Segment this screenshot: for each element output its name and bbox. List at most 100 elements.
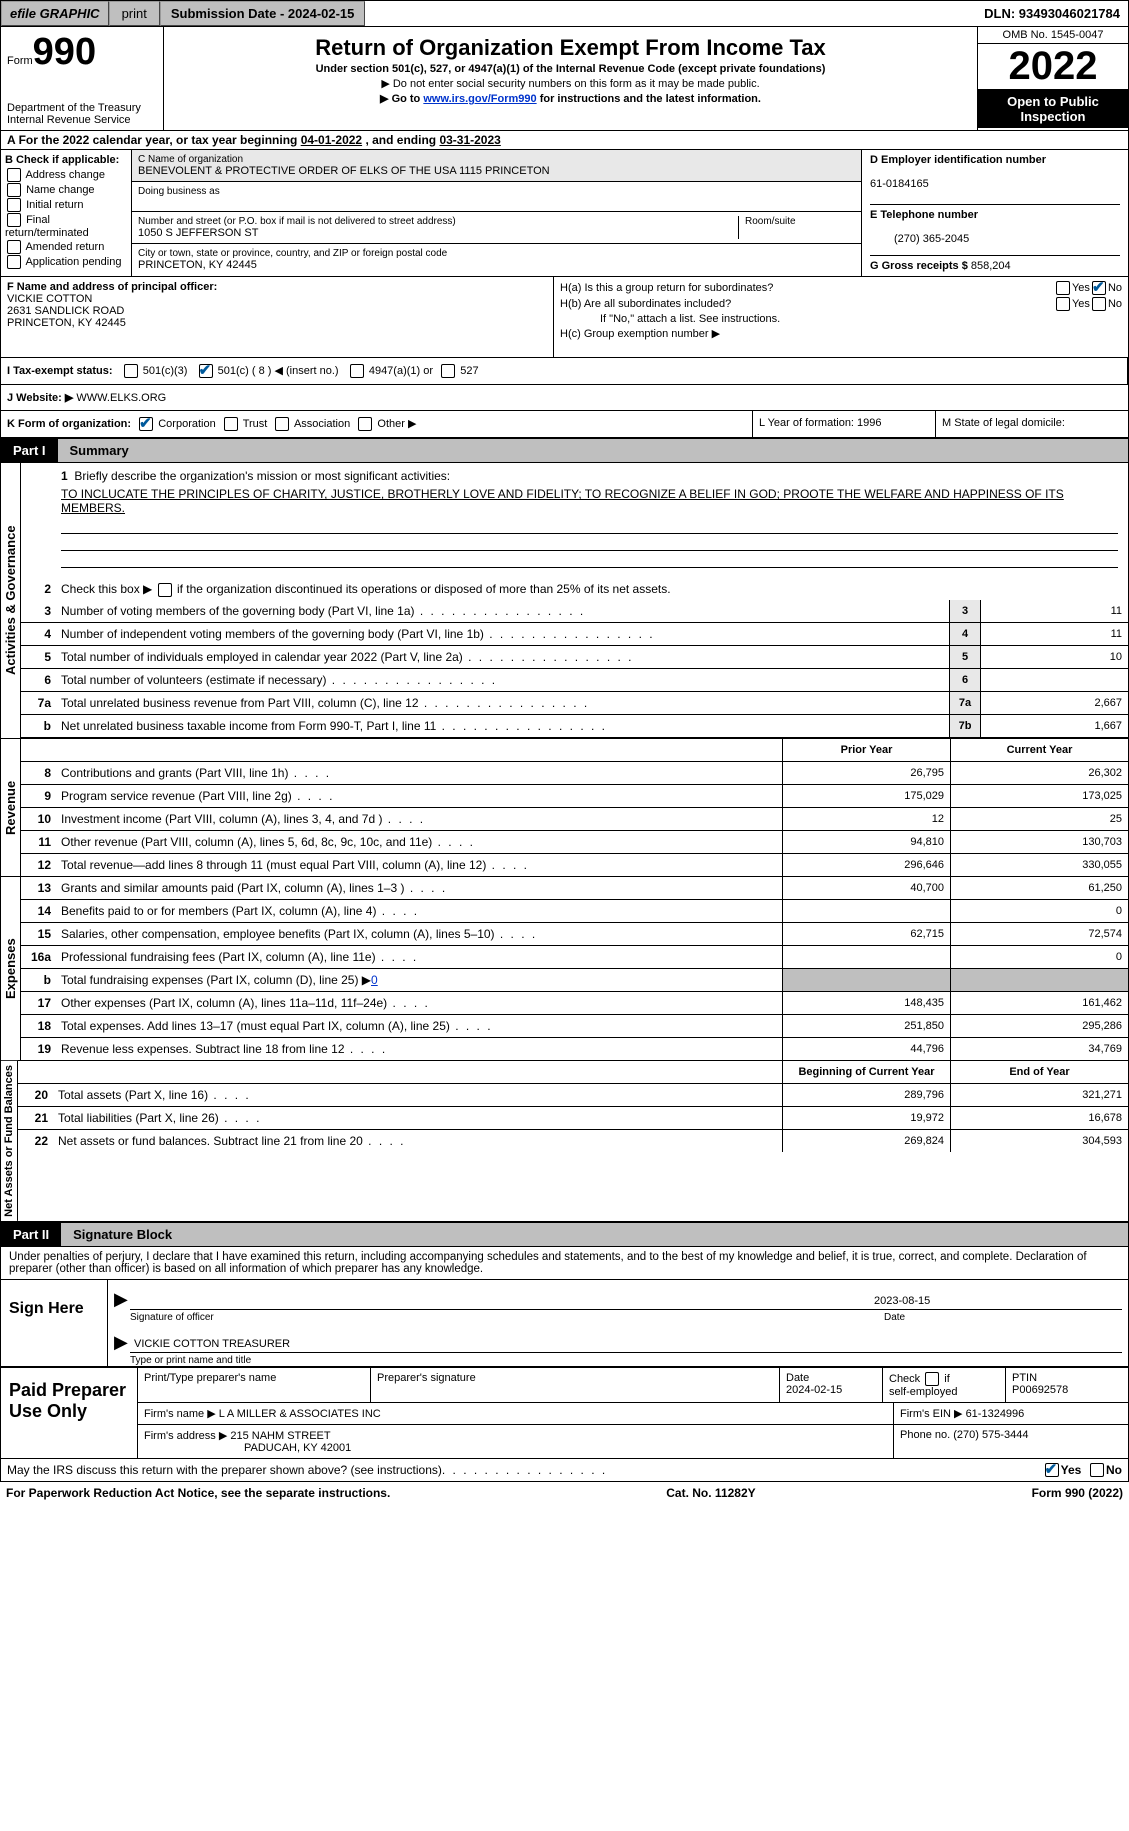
row-a-mid: , and ending <box>365 133 439 147</box>
checkbox-ha-no[interactable] <box>1092 281 1106 295</box>
discuss-no: No <box>1106 1463 1122 1477</box>
summary-revenue: Revenue Prior Year Current Year 8Contrib… <box>0 739 1129 877</box>
checkbox-501c[interactable] <box>199 364 213 378</box>
hb-note: If "No," attach a list. See instructions… <box>560 313 1122 325</box>
checkbox-501c3[interactable] <box>124 364 138 378</box>
header-right: OMB No. 1545-0047 2022 Open to Public In… <box>977 27 1128 130</box>
print-button[interactable]: print <box>109 1 160 26</box>
summary-line: 13Grants and similar amounts paid (Part … <box>21 877 1128 900</box>
checkbox-corp[interactable] <box>139 417 153 431</box>
checkbox-amended[interactable] <box>7 240 21 254</box>
checkbox-discuss-yes[interactable] <box>1045 1463 1059 1477</box>
dln: DLN: 93493046021784 <box>976 2 1128 25</box>
street-addr: 1050 S JEFFERSON ST <box>138 227 738 239</box>
summary-line: 19Revenue less expenses. Subtract line 1… <box>21 1038 1128 1060</box>
label-name-change: Name change <box>26 184 95 196</box>
street-label: Number and street (or P.O. box if mail i… <box>138 216 738 227</box>
col-begin: Beginning of Current Year <box>782 1061 950 1083</box>
website-value: WWW.ELKS.ORG <box>76 392 166 404</box>
irs-link[interactable]: www.irs.gov/Form990 <box>423 93 536 105</box>
checkbox-trust[interactable] <box>224 417 238 431</box>
arrow-icon: ▶ <box>114 1332 130 1353</box>
checkbox-other[interactable] <box>358 417 372 431</box>
l16b-text: Total fundraising expenses (Part IX, col… <box>61 973 371 987</box>
part-ii-label: Part II <box>1 1223 61 1246</box>
box-b-list: Address change Name change Initial retur… <box>5 168 127 269</box>
summary-line: 17Other expenses (Part IX, column (A), l… <box>21 992 1128 1015</box>
type-name-caption: Type or print name and title <box>108 1355 1128 1366</box>
note2-pre: ▶ Go to <box>380 93 423 105</box>
firm-addr-label: Firm's address ▶ <box>144 1430 227 1442</box>
ptin-label: PTIN <box>1012 1372 1037 1384</box>
officer-name: VICKIE COTTON <box>7 293 92 305</box>
checkbox-self-employed[interactable] <box>925 1372 939 1386</box>
col-end: End of Year <box>950 1061 1128 1083</box>
box-b: B Check if applicable: Address change Na… <box>1 150 132 276</box>
dots <box>442 1463 607 1477</box>
checkbox-app-pending[interactable] <box>7 255 21 269</box>
row-klm: K Form of organization: Corporation Trus… <box>0 411 1129 438</box>
l2-text: if the organization discontinued its ope… <box>174 582 671 596</box>
checkbox-527[interactable] <box>441 364 455 378</box>
checkbox-ha-yes[interactable] <box>1056 281 1070 295</box>
paid-preparer-title: Paid Preparer Use Only <box>1 1368 138 1458</box>
prep-name-label: Print/Type preparer's name <box>144 1372 364 1384</box>
label-app-pending: Application pending <box>25 256 121 268</box>
ha-label: H(a) Is this a group return for subordin… <box>560 282 1054 294</box>
summary-line: 16aProfessional fundraising fees (Part I… <box>21 946 1128 969</box>
row-a-pre: For the 2022 calendar year, or tax year … <box>19 133 301 147</box>
box-f: F Name and address of principal officer:… <box>1 277 554 357</box>
l1-label: Briefly describe the organization's miss… <box>74 469 450 483</box>
summary-line: bNet unrelated business taxable income f… <box>21 715 1128 738</box>
paid-preparer-block: Paid Preparer Use Only Print/Type prepar… <box>0 1368 1129 1459</box>
summary-line: 4Number of independent voting members of… <box>21 623 1128 646</box>
summary-line: 3Number of voting members of the governi… <box>21 600 1128 623</box>
hb-label: H(b) Are all subordinates included? <box>560 298 1054 310</box>
checkbox-4947[interactable] <box>350 364 364 378</box>
checkbox-hb-no[interactable] <box>1092 297 1106 311</box>
checkbox-name-change[interactable] <box>7 183 21 197</box>
efile-graphic-button[interactable]: efile GRAPHIC <box>1 1 109 26</box>
checkbox-hb-yes[interactable] <box>1056 297 1070 311</box>
box-d: D Employer identification number 61-0184… <box>862 150 1128 276</box>
summary-expenses: Expenses 13Grants and similar amounts pa… <box>0 877 1129 1061</box>
firm-ein-value: 61-1324996 <box>966 1408 1025 1420</box>
prep-sig-label: Preparer's signature <box>377 1372 773 1384</box>
box-b-title: B Check if applicable: <box>5 154 119 166</box>
box-c: C Name of organization BENEVOLENT & PROT… <box>132 150 862 276</box>
officer-addr2: PRINCETON, KY 42445 <box>7 317 126 329</box>
checkbox-initial-return[interactable] <box>7 198 21 212</box>
l16b-value[interactable]: 0 <box>371 973 378 987</box>
part-i-header: Part I Summary <box>0 438 1129 463</box>
arrow-icon: ▶ <box>114 1289 130 1310</box>
section-fh: F Name and address of principal officer:… <box>0 276 1129 358</box>
header-mid: Return of Organization Exempt From Incom… <box>164 27 977 130</box>
org-name: BENEVOLENT & PROTECTIVE ORDER OF ELKS OF… <box>138 165 855 177</box>
checkbox-discuss-no[interactable] <box>1090 1463 1104 1477</box>
form-subtitle: Under section 501(c), 527, or 4947(a)(1)… <box>168 63 973 75</box>
officer-signature[interactable] <box>130 1305 870 1310</box>
opt-4947: 4947(a)(1) or <box>369 365 433 377</box>
pra-notice: For Paperwork Reduction Act Notice, see … <box>6 1486 390 1500</box>
opt-501c: 501(c) ( 8 ) ◀ (insert no.) <box>218 365 339 377</box>
note-ssn: ▶ Do not enter social security numbers o… <box>168 77 973 90</box>
signature-block: Under penalties of perjury, I declare th… <box>0 1247 1129 1368</box>
form-org-label: K Form of organization: <box>7 418 131 430</box>
part-ii-header: Part II Signature Block <box>0 1222 1129 1247</box>
checkbox-final-return[interactable] <box>7 213 21 227</box>
summary-line: 9Program service revenue (Part VIII, lin… <box>21 785 1128 808</box>
checkbox-assoc[interactable] <box>275 417 289 431</box>
row-a-label: A <box>7 133 15 147</box>
state-domicile: M State of legal domicile: <box>936 411 1128 437</box>
form-title: Return of Organization Exempt From Incom… <box>168 35 973 61</box>
checkbox-address-change[interactable] <box>7 168 21 182</box>
firm-phone-label: Phone no. <box>900 1429 953 1441</box>
summary-line: 20Total assets (Part X, line 16)289,7963… <box>18 1084 1128 1107</box>
checkbox-l2[interactable] <box>158 583 172 597</box>
form-word: Form <box>7 55 33 67</box>
org-name-label: C Name of organization <box>138 154 855 165</box>
opt-trust: Trust <box>243 418 268 430</box>
side-netassets: Net Assets or Fund Balances <box>1 1061 18 1221</box>
ein-label: D Employer identification number <box>870 154 1046 166</box>
side-expenses: Expenses <box>1 877 21 1060</box>
